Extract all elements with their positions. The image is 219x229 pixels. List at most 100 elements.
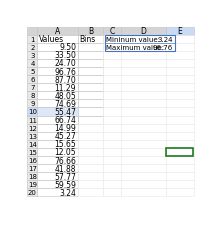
Bar xyxy=(121,124,166,132)
Bar xyxy=(166,132,194,140)
Text: 14: 14 xyxy=(28,141,37,147)
Bar xyxy=(121,172,166,180)
Bar xyxy=(37,148,78,156)
Text: E: E xyxy=(178,27,182,36)
Bar xyxy=(121,132,166,140)
Bar xyxy=(166,188,194,196)
Text: 4: 4 xyxy=(30,61,35,67)
Text: 13: 13 xyxy=(28,133,37,139)
Bar xyxy=(27,35,37,44)
Bar xyxy=(37,116,78,124)
Text: 96.76: 96.76 xyxy=(54,67,76,76)
Bar xyxy=(37,140,78,148)
Text: Values: Values xyxy=(39,35,64,44)
Bar xyxy=(121,140,166,148)
Bar xyxy=(37,68,78,76)
Bar xyxy=(27,27,37,35)
Bar xyxy=(166,84,194,92)
Text: B: B xyxy=(88,27,93,36)
Text: 9: 9 xyxy=(30,101,35,107)
Bar xyxy=(27,180,37,188)
Bar xyxy=(37,180,78,188)
Bar xyxy=(27,60,37,68)
Bar xyxy=(78,180,103,188)
Bar xyxy=(78,156,103,164)
Bar xyxy=(103,180,121,188)
Bar xyxy=(166,156,194,164)
Text: 57.77: 57.77 xyxy=(54,172,76,181)
Text: 16: 16 xyxy=(28,157,37,163)
Text: 96.76: 96.76 xyxy=(153,45,173,51)
Text: 15.65: 15.65 xyxy=(55,140,76,149)
Bar xyxy=(37,44,78,52)
Bar xyxy=(37,108,78,116)
Text: 11: 11 xyxy=(28,117,37,123)
Bar xyxy=(27,172,37,180)
Text: 14.99: 14.99 xyxy=(55,124,76,133)
Bar xyxy=(37,172,78,180)
Bar xyxy=(78,124,103,132)
Bar xyxy=(121,164,166,172)
Text: 76.66: 76.66 xyxy=(54,156,76,165)
Bar xyxy=(78,148,103,156)
Bar xyxy=(27,164,37,172)
Text: 9.50: 9.50 xyxy=(59,43,76,52)
Bar xyxy=(27,92,37,100)
Bar xyxy=(78,44,103,52)
Bar xyxy=(78,140,103,148)
Bar xyxy=(166,76,194,84)
Bar xyxy=(37,188,78,196)
Text: 11.29: 11.29 xyxy=(55,83,76,92)
Bar xyxy=(121,68,166,76)
Bar xyxy=(105,35,175,52)
Bar xyxy=(103,140,121,148)
Text: 59.59: 59.59 xyxy=(54,180,76,189)
Text: Bins: Bins xyxy=(79,35,95,44)
Bar xyxy=(121,108,166,116)
Bar xyxy=(121,100,166,108)
Bar xyxy=(78,116,103,124)
Bar xyxy=(27,76,37,84)
Bar xyxy=(166,60,194,68)
Bar xyxy=(27,116,37,124)
Bar xyxy=(78,27,103,35)
Bar xyxy=(166,92,194,100)
Bar xyxy=(166,44,194,52)
Bar xyxy=(166,164,194,172)
Bar xyxy=(37,100,78,108)
Bar xyxy=(121,92,166,100)
Bar xyxy=(121,116,166,124)
Bar xyxy=(166,100,194,108)
Text: 48.05: 48.05 xyxy=(55,91,76,100)
Text: 2: 2 xyxy=(30,45,35,51)
Text: A: A xyxy=(55,27,60,36)
Bar xyxy=(166,172,194,180)
Bar xyxy=(166,140,194,148)
Bar xyxy=(37,132,78,140)
Text: 33.50: 33.50 xyxy=(54,51,76,60)
Bar xyxy=(78,92,103,100)
Bar xyxy=(121,35,166,44)
Bar xyxy=(166,35,194,44)
Bar xyxy=(27,156,37,164)
Text: Maximum value:: Maximum value: xyxy=(106,45,164,51)
Bar xyxy=(103,84,121,92)
Text: 12: 12 xyxy=(28,125,37,131)
Text: 87.70: 87.70 xyxy=(55,75,76,84)
Text: 3.24: 3.24 xyxy=(158,37,173,43)
Bar xyxy=(121,180,166,188)
Bar xyxy=(103,100,121,108)
Bar xyxy=(37,52,78,60)
Bar xyxy=(103,76,121,84)
Text: 15: 15 xyxy=(28,149,37,155)
Bar xyxy=(103,44,121,52)
Bar xyxy=(103,116,121,124)
Bar xyxy=(37,84,78,92)
Bar xyxy=(27,132,37,140)
Bar xyxy=(27,148,37,156)
Bar xyxy=(78,164,103,172)
Bar xyxy=(37,92,78,100)
Bar xyxy=(121,60,166,68)
Bar xyxy=(103,60,121,68)
Bar xyxy=(78,188,103,196)
